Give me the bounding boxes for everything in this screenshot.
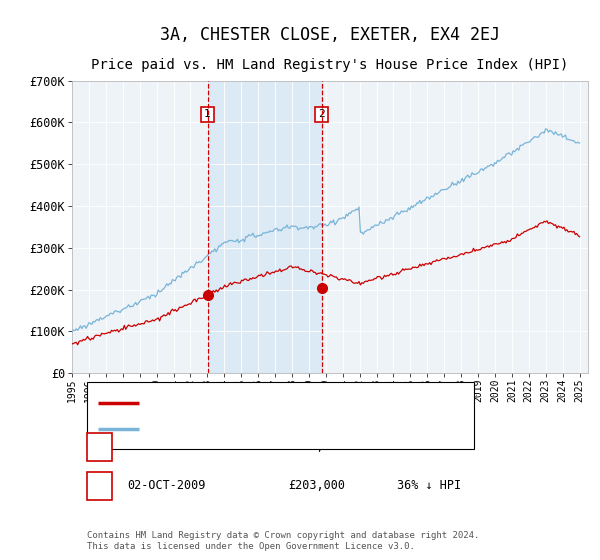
FancyBboxPatch shape [88,433,112,461]
Text: 36% ↓ HPI: 36% ↓ HPI [397,479,461,492]
Text: 3A, CHESTER CLOSE, EXETER, EX4 2EJ (detached house): 3A, CHESTER CLOSE, EXETER, EX4 2EJ (deta… [149,398,468,408]
Text: Contains HM Land Registry data © Crown copyright and database right 2024.
This d: Contains HM Land Registry data © Crown c… [88,531,480,550]
Bar [208,81,322,373]
Text: HPI: Average price, detached house, Exeter: HPI: Average price, detached house, Exet… [149,424,412,435]
Text: £203,000: £203,000 [289,479,346,492]
FancyBboxPatch shape [88,382,475,449]
Text: £188,000: £188,000 [289,441,346,454]
Text: 1: 1 [97,441,103,454]
Text: 02-OCT-2009: 02-OCT-2009 [128,479,206,492]
Text: 1: 1 [204,109,211,119]
Text: 03-JAN-2003: 03-JAN-2003 [128,441,206,454]
Text: 2: 2 [97,479,103,492]
FancyBboxPatch shape [88,472,112,500]
Text: 3A, CHESTER CLOSE, EXETER, EX4 2EJ: 3A, CHESTER CLOSE, EXETER, EX4 2EJ [160,26,500,44]
Text: 2: 2 [318,109,325,119]
Text: 22% ↓ HPI: 22% ↓ HPI [397,441,461,454]
Text: Price paid vs. HM Land Registry's House Price Index (HPI): Price paid vs. HM Land Registry's House … [91,58,569,72]
